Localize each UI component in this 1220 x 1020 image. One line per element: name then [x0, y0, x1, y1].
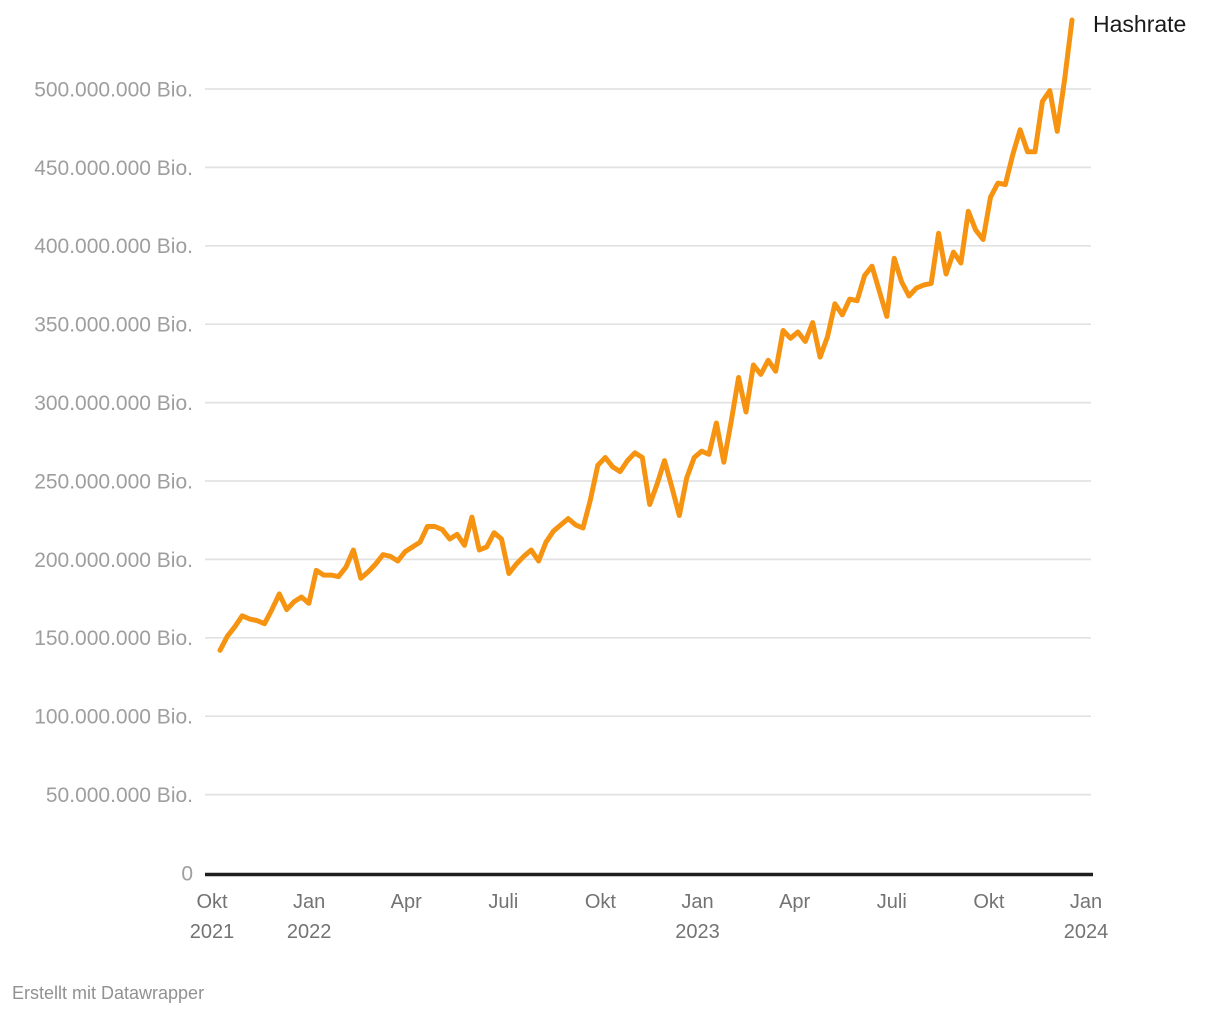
y-axis-tick-label: 50.000.000 Bio.: [46, 784, 193, 807]
y-axis-tick-label: 200.000.000 Bio.: [34, 549, 193, 572]
x-axis-tick-month: Juli: [877, 891, 907, 913]
x-axis-tick-year: 2021: [190, 921, 235, 943]
y-axis-zero-label: 0: [181, 862, 193, 885]
hashrate-line-chart: 500.000.000 Bio. 450.000.000 Bio. 400.000.…: [34, 11, 1187, 943]
y-axis-tick-label: 400.000.000 Bio.: [34, 235, 193, 258]
y-axis-tick-label: 250.000.000 Bio.: [34, 470, 193, 493]
x-axis-tick-month: Juli: [488, 891, 518, 913]
x-axis-tick-month: Okt: [973, 891, 1005, 913]
y-axis-tick-label: 300.000.000 Bio.: [34, 392, 193, 415]
x-axis-tick-month: Jan: [1070, 891, 1102, 913]
y-axis-tick-label: 150.000.000 Bio.: [34, 627, 193, 650]
chart-canvas: 500.000.000 Bio. 450.000.000 Bio. 400.000.…: [34, 17, 1109, 943]
x-axis-tick-month: Jan: [681, 891, 713, 913]
hashrate-line: [217, 17, 1075, 653]
y-axis-tick-label: 350.000.000 Bio.: [34, 314, 193, 337]
x-axis-tick-month: Jan: [293, 891, 325, 913]
series-label-hashrate: Hashrate: [1093, 11, 1187, 37]
y-axis-tick-label: 500.000.000 Bio.: [34, 78, 193, 101]
x-axis-tick-month: Okt: [196, 891, 228, 913]
x-axis-tick-year: 2022: [287, 921, 332, 943]
x-axis-tick-month: Apr: [391, 891, 422, 913]
datawrapper-credit: Erstellt mit Datawrapper: [12, 983, 205, 1003]
y-axis-tick-label: 100.000.000 Bio.: [34, 706, 193, 729]
x-axis-tick-month: Okt: [585, 891, 617, 913]
x-axis-tick-year: 2023: [675, 921, 720, 943]
x-axis-tick-year: 2024: [1064, 921, 1109, 943]
x-axis-tick-month: Apr: [779, 891, 810, 913]
y-axis-tick-label: 450.000.000 Bio.: [34, 157, 193, 180]
